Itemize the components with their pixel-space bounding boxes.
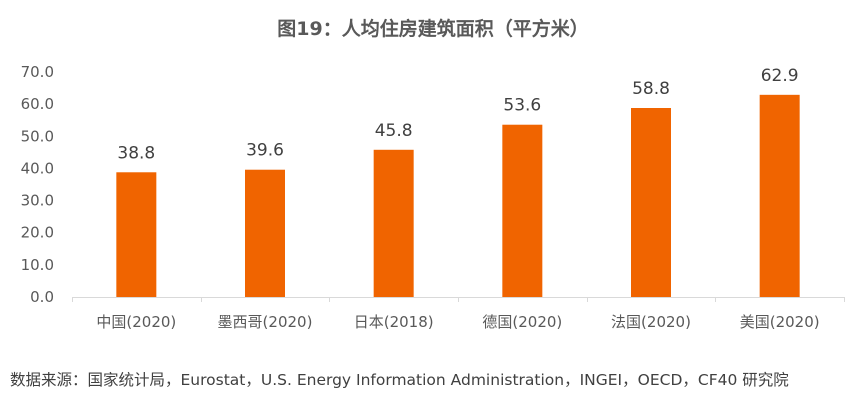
bar — [631, 108, 671, 297]
y-tick-label: 70.0 — [21, 63, 54, 81]
x-axis: 中国(2020) 墨西哥(2020) 日本(2018) 德国(2020) 法国(2020… — [72, 297, 845, 331]
x-tick-label: 中国(2020) — [96, 313, 176, 331]
data-label: 58.8 — [632, 79, 670, 99]
data-label: 39.6 — [246, 141, 284, 161]
x-tick-label: 美国(2020) — [740, 313, 820, 331]
source-note: 数据来源：国家统计局，Eurostat，U.S. Energy Informat… — [10, 371, 789, 389]
y-tick-label: 30.0 — [21, 192, 54, 210]
bar — [245, 169, 285, 297]
x-tick-label: 日本(2018) — [354, 313, 434, 331]
y-tick-label: 20.0 — [21, 224, 54, 242]
data-label: 62.9 — [761, 66, 799, 86]
bar — [759, 94, 800, 297]
y-tick-label: 50.0 — [21, 127, 54, 145]
data-labels: 38.8 39.6 45.8 53.6 58.8 62.9 — [117, 66, 798, 163]
chart-title: 图19：人均住房建筑面积（平方米） — [277, 18, 589, 40]
y-tick-label: 10.0 — [21, 256, 54, 274]
y-tick-label: 0.0 — [30, 288, 54, 306]
bar-chart: 0.0 10.0 20.0 30.0 40.0 50.0 60.0 70.0 中国(2020)… — [21, 63, 845, 331]
x-tick-label: 墨西哥(2020) — [218, 313, 313, 331]
data-label: 38.8 — [117, 143, 155, 163]
data-label: 45.8 — [375, 121, 413, 141]
y-axis: 0.0 10.0 20.0 30.0 40.0 50.0 60.0 70.0 — [21, 63, 54, 306]
y-tick-label: 60.0 — [21, 95, 54, 113]
bar — [502, 124, 543, 297]
bar — [116, 172, 157, 297]
x-tick-label: 法国(2020) — [611, 313, 691, 331]
x-tick-label: 德国(2020) — [482, 313, 562, 331]
bar — [373, 149, 414, 297]
data-label: 53.6 — [503, 96, 541, 116]
bars — [116, 94, 800, 297]
y-tick-label: 40.0 — [21, 159, 54, 177]
